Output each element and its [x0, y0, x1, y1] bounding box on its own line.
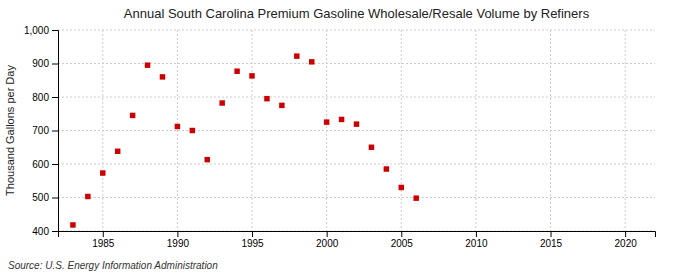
tick-mark: [177, 231, 178, 237]
point: [145, 62, 150, 67]
tick: 2000: [316, 231, 339, 249]
grid-line: [58, 130, 655, 131]
tick-label: 1985: [92, 238, 115, 249]
point: [399, 185, 404, 190]
tick: 500: [32, 192, 58, 203]
tick-mark: [52, 231, 58, 232]
tick-label: 600: [32, 159, 49, 170]
point: [249, 73, 254, 78]
tick: 2015: [540, 231, 563, 249]
tick: 600: [32, 159, 58, 170]
plot-area: 1985 1990 1995 2000 2005 2010 2015 2020 400 500 60…: [24, 25, 656, 249]
tick: 1995: [241, 231, 264, 249]
grid-line: [177, 30, 178, 231]
grid-line: [58, 197, 655, 198]
tick: 800: [32, 92, 58, 103]
title: Annual South Carolina Premium Gasoline W…: [124, 6, 590, 21]
point: [160, 74, 165, 79]
tick-mark: [52, 30, 58, 31]
tick-mark: [252, 231, 253, 237]
tick-label: 2020: [615, 238, 638, 249]
tick: 2005: [391, 231, 414, 249]
point: [264, 96, 269, 101]
point: [354, 121, 359, 126]
y-axis-label: Thousand Gallons per Day: [4, 65, 16, 196]
point: [413, 195, 418, 200]
tick-mark: [327, 231, 328, 237]
point: [384, 166, 389, 171]
points: [70, 53, 419, 227]
tick-label: 2015: [540, 238, 563, 249]
tick-label: 900: [32, 58, 49, 69]
tick-label: 1995: [241, 238, 264, 249]
tick: 2010: [465, 231, 488, 249]
point: [339, 117, 344, 122]
tick-mark: [52, 164, 58, 165]
tick-label: 800: [32, 92, 49, 103]
y-axis: 400 500 600 700 800 900 1,000: [24, 25, 59, 237]
tick: 1985: [92, 231, 115, 249]
tick-label: 2010: [465, 238, 488, 249]
tick: 900: [32, 58, 58, 69]
tick-mark: [52, 198, 58, 199]
tick-label: 2005: [391, 238, 414, 249]
tick-mark: [103, 231, 104, 237]
source: Source: U.S. Energy Information Administ…: [8, 260, 218, 271]
point: [279, 103, 284, 108]
grid-line: [625, 30, 626, 231]
tick: 400: [32, 226, 58, 237]
chart: 1985 1990 1995 2000 2005 2010 2015 2020 400 500 60…: [0, 0, 675, 275]
point: [324, 119, 329, 124]
x-axis: 1985 1990 1995 2000 2005 2010 2015 2020: [59, 231, 656, 249]
tick: 700: [32, 125, 58, 136]
grid-line: [58, 30, 655, 31]
point: [130, 113, 135, 118]
point: [219, 100, 224, 105]
point: [115, 149, 120, 154]
point: [85, 194, 90, 199]
tick-mark: [401, 231, 402, 237]
tick-mark: [476, 231, 477, 237]
grid-line: [58, 164, 655, 165]
tick-label: 1,000: [24, 25, 49, 36]
point: [190, 128, 195, 133]
point: [175, 124, 180, 129]
tick-label: 500: [32, 192, 49, 203]
tick-label: 1990: [167, 238, 190, 249]
point: [205, 157, 210, 162]
point: [100, 170, 105, 175]
point: [369, 145, 374, 150]
axis-line: [52, 31, 59, 232]
tick-mark: [625, 231, 626, 237]
point: [309, 59, 314, 64]
tick-mark: [52, 64, 58, 65]
grid-line: [58, 97, 655, 98]
tick-label: 400: [32, 226, 49, 237]
tick-mark: [551, 231, 552, 237]
axis-line: [59, 232, 656, 238]
grid: [58, 30, 655, 231]
tick-mark: [52, 131, 58, 132]
tick: 2020: [615, 231, 638, 249]
tick-label: 2000: [316, 238, 339, 249]
point: [70, 222, 75, 227]
tick: 1,000: [24, 25, 58, 36]
tick-mark: [52, 97, 58, 98]
grid-line: [401, 30, 402, 231]
tick-label: 700: [32, 125, 49, 136]
point: [234, 68, 239, 73]
point: [294, 53, 299, 58]
tick: 1990: [167, 231, 190, 249]
